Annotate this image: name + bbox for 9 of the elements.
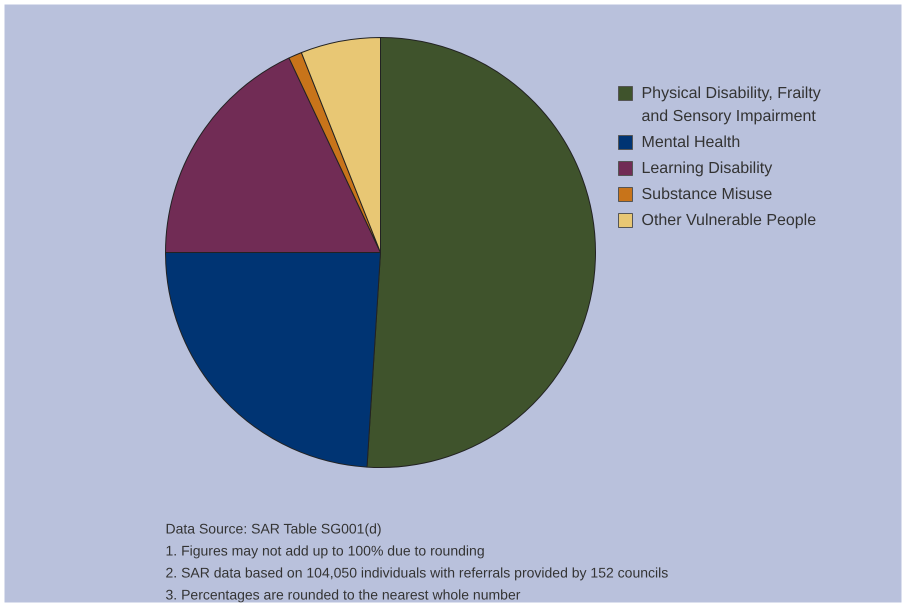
legend-label: Mental Health [642,134,740,151]
legend-label: Physical Disability, Frailty and Sensory Impairment [642,85,821,125]
text: 1. Figures may not add up to 100% due to rounding [166,542,485,558]
legend-label: Learning Disability [642,160,772,177]
legend-label: Other Vulnerable People [642,212,816,229]
source-note: Data Source: SAR Table SG001(d) [166,520,382,536]
text: 3. Percentages are rounded to the nearest whole number [166,586,521,602]
text: 2. SAR data based on 104,050 individuals with referrals provided by 152 councils [166,564,668,580]
legend-label: Substance Misuse [642,186,772,203]
